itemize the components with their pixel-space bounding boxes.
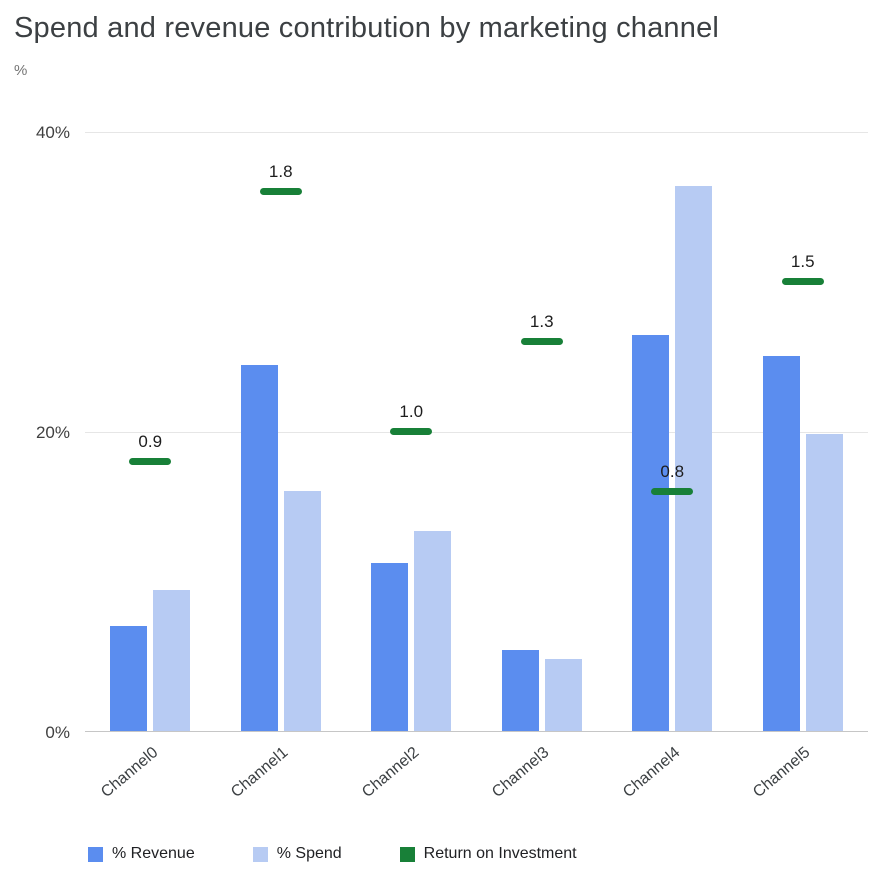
legend-swatch-spend — [252, 846, 268, 862]
y-tick-0: 0% — [45, 723, 70, 742]
spend-bar — [414, 531, 452, 732]
spend-bar — [675, 186, 713, 732]
roi-marker — [390, 428, 433, 435]
revenue-bar — [110, 625, 148, 732]
x-axis-label: Channel4 — [619, 744, 684, 802]
legend-label-revenue: % Revenue — [112, 845, 195, 862]
legend-swatch-revenue — [88, 846, 103, 862]
roi-marker — [129, 458, 172, 465]
legend-item-revenue: % Revenue — [88, 845, 195, 863]
spend-bar — [805, 433, 843, 732]
roi-value-label: 1.0 — [399, 402, 424, 421]
x-axis-label: Channel0 — [97, 744, 162, 802]
roi-value-label: 1.5 — [790, 252, 815, 271]
revenue-bar — [240, 364, 278, 732]
revenue-bar — [762, 355, 800, 732]
roi-value-label: 0.9 — [138, 432, 163, 451]
spend-bar — [153, 589, 191, 732]
x-axis-label: Channel1 — [228, 744, 292, 802]
roi-value-label: 1.3 — [529, 312, 554, 331]
x-axis-baseline — [85, 731, 868, 732]
legend-label-spend: % Spend — [276, 845, 342, 862]
revenue-bar — [371, 562, 409, 732]
plot-area: 0.9 Channel0 1.8 Channel1 1.0 Channel2 1.3 Chan… — [85, 132, 869, 801]
bar-group-channel1: 1.8 Channel1 — [215, 132, 346, 801]
y-tick-20: 20% — [35, 423, 70, 442]
chart-title: Spend and revenue contribution by market… — [14, 12, 720, 44]
revenue-bar — [501, 649, 539, 732]
bar-group-channel2: 1.0 Channel2 — [346, 132, 477, 801]
legend-swatch-roi — [399, 846, 415, 862]
x-axis-label: Channel3 — [489, 744, 553, 802]
bar-group-channel0: 0.9 Channel0 — [85, 132, 216, 801]
roi-marker — [520, 338, 563, 345]
roi-marker — [259, 188, 302, 195]
x-axis-label: Channel5 — [750, 744, 814, 802]
legend-label-roi: Return on Investment — [423, 845, 577, 862]
spend-bar — [283, 490, 321, 732]
revenue-bar — [632, 334, 670, 732]
legend-item-spend: % Spend — [252, 845, 342, 863]
legend: % Revenue % Spend Return on Investment — [88, 845, 577, 863]
y-tick-40: 40% — [35, 123, 70, 142]
roi-value-label: 0.8 — [660, 462, 685, 481]
bar-group-channel3: 1.3 Channel3 — [477, 132, 608, 801]
y-axis-unit-label: % — [14, 62, 28, 79]
roi-marker — [781, 278, 824, 285]
roi-value-label: 1.8 — [268, 162, 293, 181]
gridline-20 — [85, 432, 868, 433]
bar-group-channel4: 0.8 Channel4 — [607, 132, 738, 801]
legend-item-roi: Return on Investment — [399, 845, 577, 863]
x-axis-label: Channel2 — [358, 744, 423, 802]
spend-bar — [544, 658, 582, 732]
gridline-40 — [85, 132, 868, 133]
roi-marker — [651, 488, 694, 495]
bar-group-channel5: 1.5 Channel5 — [738, 132, 869, 801]
